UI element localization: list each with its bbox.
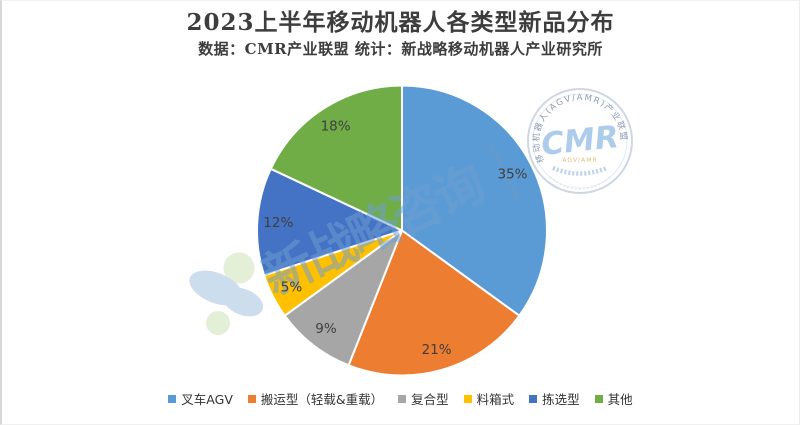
pie-slices [256, 84, 548, 377]
legend-label-4: 拣选型 [542, 392, 580, 407]
stamp-sub-text: AGV/AMR [562, 157, 597, 164]
legend-label-5: 其他 [607, 392, 633, 407]
legend-item-3: 料箱式 [463, 389, 515, 408]
label-leader-line [489, 142, 520, 202]
legend-swatch-icon-0 [168, 394, 177, 403]
legend-swatch-icon-3 [463, 394, 472, 403]
blob-green-top [223, 252, 255, 284]
legend-label-3: 料箱式 [476, 392, 515, 407]
pie-slice-5 [269, 84, 403, 232]
pie-slice-0 [401, 84, 548, 317]
chart-header: 2023上半年移动机器人各类型新品分布 数据：CMR产业联盟 统计：新战略移动机… [2, 9, 799, 59]
blob-green-bottom [206, 311, 230, 335]
stamp-cmr-text: CMR [540, 119, 621, 163]
legend-item-4: 拣选型 [529, 389, 580, 408]
legend-label-2: 复合型 [411, 392, 449, 407]
legend-label-1: 搬运型（轻载&重载） [260, 392, 384, 407]
legend-swatch-icon-5 [594, 394, 603, 403]
legend-swatch-icon-2 [398, 394, 407, 403]
pie-label-5: 18% [321, 118, 351, 134]
legend-item-2: 复合型 [398, 389, 449, 408]
stamp-bottom-arc [549, 176, 611, 190]
decorative-blobs [189, 252, 264, 335]
pie-slice-4 [256, 167, 403, 277]
chart-title: 2023上半年移动机器人各类型新品分布 [186, 9, 615, 36]
legend-item-1: 搬运型（轻载&重载） [247, 389, 384, 408]
pie-slice-1 [347, 229, 521, 377]
legend-item-5: 其他 [594, 389, 633, 408]
legend-item-0: 叉车AGV [168, 389, 233, 408]
legend-swatch-icon-4 [529, 394, 538, 403]
pie-data-labels: 35% 21% 9% 5% 12% 18% [263, 118, 527, 358]
pie-label-4: 12% [263, 215, 293, 231]
blob-blue-right [222, 287, 264, 317]
chart-subtitle: 数据：CMR产业联盟 统计：新战略移动机器人产业研究所 [198, 40, 603, 58]
legend-label-0: 叉车AGV [181, 392, 233, 407]
pie-slice-2 [283, 229, 403, 367]
cmr-stamp: 移动机器人(AGV/AMR)产业联盟 CMR AGV/AMR [527, 88, 633, 194]
pie-label-0: 35% [497, 167, 527, 183]
legend-swatch-icon-1 [247, 394, 256, 403]
pie-label-3: 5% [281, 279, 303, 295]
pie-label-2: 9% [315, 321, 337, 337]
chart-legend: 叉车AGV 搬运型（轻载&重载） 复合型 料箱式 拣选型 其他 [2, 389, 799, 408]
pie-label-1: 21% [422, 342, 452, 358]
stamp-laurel-icon [552, 165, 608, 176]
